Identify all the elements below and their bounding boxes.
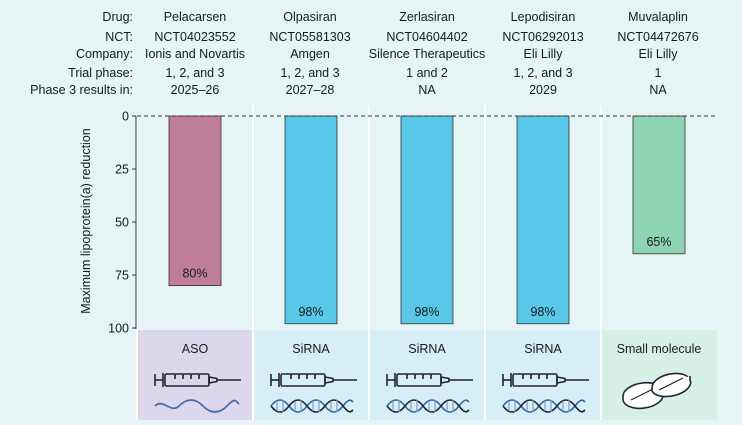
bar-value-label: 98% (530, 305, 555, 319)
pills-icon (622, 372, 692, 410)
row-label-results: Phase 3 results in: (30, 83, 133, 97)
bar (516, 115, 570, 325)
drug-name: Olpasiran (283, 10, 337, 24)
drug-name: Muvalaplin (628, 10, 688, 24)
bar (632, 115, 686, 255)
drug-phase: 1 and 2 (406, 66, 448, 80)
modality-label: Small molecule (616, 342, 702, 356)
y-tick-label: 100 (108, 322, 129, 336)
bar (400, 115, 454, 325)
modality-label: SiRNA (524, 342, 562, 356)
drug-name: Zerlasiran (399, 10, 455, 24)
drug-company: Eli Lilly (523, 47, 563, 61)
drug-results: 2027–28 (285, 83, 335, 97)
bar (284, 115, 338, 325)
y-tick-label: 75 (115, 269, 129, 283)
syringe-dna-icon (502, 373, 589, 413)
drug-phase: 1, 2, and 3 (513, 66, 573, 80)
row-label-nct: NCT: (105, 30, 133, 44)
drug-phase: 1, 2, and 3 (165, 66, 225, 80)
modality-label: SiRNA (408, 342, 446, 356)
row-label-company: Company: (76, 47, 133, 61)
bar-value-label: 98% (298, 305, 323, 319)
drug-company: Amgen (290, 47, 330, 61)
modality-panel: SiRNA (253, 330, 369, 420)
drug-results: NA (418, 83, 436, 97)
drug-results: NA (649, 83, 667, 97)
syringe-wave-icon (154, 373, 241, 413)
drug-nct: NCT06292013 (502, 30, 584, 44)
y-tick-label: 50 (115, 216, 129, 230)
syringe-dna-icon (270, 373, 357, 413)
modality-label: ASO (181, 342, 209, 356)
bar (168, 115, 222, 287)
row-label-phase: Trial phase: (68, 66, 133, 80)
drug-nct: NCT04604402 (386, 30, 468, 44)
drug-name: Lepodisiran (510, 10, 576, 24)
modality-panel: SiRNA (369, 330, 485, 420)
drug-nct: NCT04472676 (617, 30, 699, 44)
modality-panel: ASO (137, 330, 253, 420)
bar-value-label: 98% (414, 305, 439, 319)
row-label-drug: Drug: (102, 10, 133, 24)
y-tick-label: 0 (122, 110, 129, 124)
bar-value-label: 80% (182, 267, 207, 281)
modality-panel: Small molecule (601, 330, 717, 420)
drug-company: Ionis and Novartis (144, 47, 246, 61)
drug-company: Eli Lilly (638, 47, 678, 61)
drug-results: 2025–26 (170, 83, 220, 97)
drug-phase: 1 (654, 66, 662, 80)
drug-nct: NCT05581303 (269, 30, 351, 44)
y-tick-label: 25 (115, 163, 129, 177)
drug-phase: 1, 2, and 3 (280, 66, 340, 80)
modality-panel: SiRNA (485, 330, 601, 420)
drug-nct: NCT04023552 (154, 30, 236, 44)
modality-label: SiRNA (292, 342, 330, 356)
bar-value-label: 65% (646, 235, 671, 249)
drug-company: Silence Therapeutics (368, 47, 486, 61)
drug-name: Pelacarsen (163, 10, 227, 24)
syringe-dna-icon (386, 373, 473, 413)
drug-results: 2029 (529, 83, 557, 97)
